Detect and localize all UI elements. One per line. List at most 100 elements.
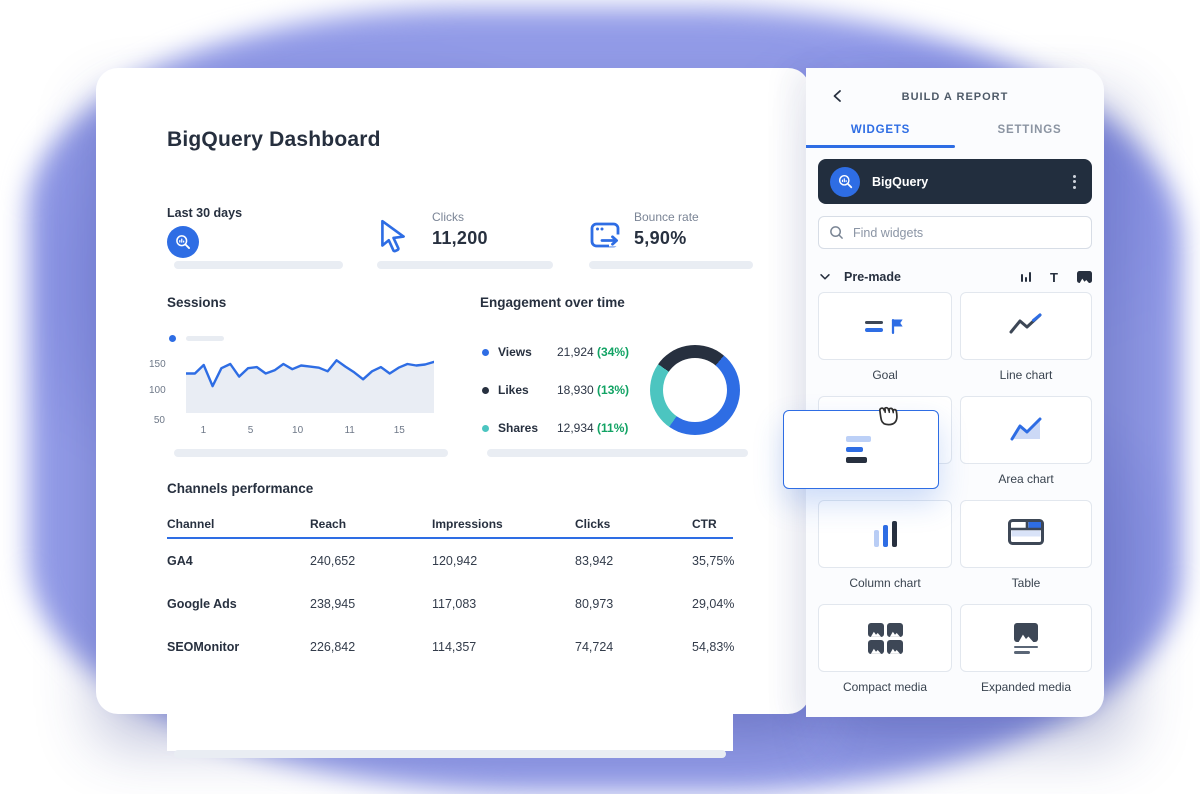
table-header-row: Channel Reach Impressions Clicks CTR: [167, 511, 733, 539]
cursor-icon: [376, 218, 410, 259]
widget-label: Compact media: [842, 680, 928, 694]
legend-dot: [482, 424, 489, 432]
channels-title: Channels performance: [167, 481, 314, 496]
legend-name: Shares: [482, 421, 557, 435]
legend-dot: [169, 335, 176, 342]
x-tick: 15: [393, 425, 405, 436]
table-icon: [1007, 517, 1045, 552]
table-row: Google Ads 238,945 117,083 80,973 29,04%: [167, 582, 735, 625]
table-cell: 120,942: [432, 553, 478, 568]
expanded-media-icon: [1014, 622, 1038, 654]
bigquery-icon: [830, 166, 860, 197]
table-cell: 54,83%: [692, 639, 735, 654]
tab-widgets[interactable]: WIDGETS: [806, 120, 955, 148]
text-widgets-icon[interactable]: T: [1050, 269, 1058, 285]
table-cell: 80,973: [575, 596, 614, 611]
widget-label: Table: [1011, 576, 1041, 590]
sessions-title: Sessions: [167, 295, 227, 310]
media-widgets-icon[interactable]: [1077, 271, 1092, 283]
stat-label: Last 30 days: [167, 206, 243, 220]
widget-card-compact-media[interactable]: [818, 604, 952, 672]
legend-value: 18,930 (13%): [557, 383, 630, 397]
bounce-icon: [588, 218, 624, 257]
x-tick: 11: [344, 425, 355, 436]
table-cell: 35,75%: [692, 553, 735, 568]
table-cell: 83,942: [575, 553, 614, 568]
widget-cell-compact-media: Compact media: [818, 604, 952, 694]
line-chart-icon: [1006, 310, 1046, 343]
bigquery-source-card[interactable]: BigQuery: [818, 159, 1092, 204]
stat-value: 5,90%: [634, 228, 687, 248]
widget-label: Expanded media: [980, 680, 1072, 694]
sessions-line-chart: [184, 355, 436, 413]
widget-cell-table: Table: [960, 500, 1092, 590]
legend-dot: [482, 386, 489, 394]
column-chart-icon: [873, 521, 897, 547]
widget-grid: Goal Line chart Area chart Column chart T…: [818, 292, 1092, 694]
stat-label: Clicks: [432, 210, 464, 224]
widget-label: Line chart: [999, 368, 1053, 382]
widget-cell-area-chart: Area chart: [960, 396, 1092, 486]
widget-cell-expanded-media: Expanded media: [960, 604, 1092, 694]
widget-card-column-chart[interactable]: [818, 500, 952, 568]
x-axis: 1 5 10 11 15: [186, 425, 434, 437]
table-cell: 226,842: [310, 639, 356, 654]
widget-card-goal[interactable]: [818, 292, 952, 360]
widget-card-area-chart[interactable]: [960, 396, 1092, 464]
panel-tabs: WIDGETS SETTINGS: [806, 120, 1104, 148]
legend-value: 21,924 (34%): [557, 345, 630, 359]
column-header: Channel: [167, 517, 215, 531]
tab-settings[interactable]: SETTINGS: [997, 124, 1062, 136]
widget-card-line-chart[interactable]: [960, 292, 1092, 360]
legend-pill: [186, 336, 224, 341]
widget-label: Area chart: [998, 472, 1054, 486]
goal-icon: [865, 318, 905, 335]
table-cell: 238,945: [310, 596, 356, 611]
back-button[interactable]: [830, 88, 848, 106]
table-row: SEOMonitor 226,842 114,357 74,724 54,83%: [167, 625, 735, 668]
legend-row-views: Views 21,924 (34%): [482, 341, 632, 363]
dragged-widget-card[interactable]: [783, 410, 939, 489]
column-header: Impressions: [432, 517, 503, 531]
legend-row-shares: Shares 12,934 (11%): [482, 417, 632, 439]
bar-chart-icon: [846, 436, 871, 463]
stat-card-clicks: Clicks 11,200: [370, 200, 560, 269]
table-cell: GA4: [167, 553, 193, 568]
chart-widgets-icon[interactable]: [1020, 272, 1032, 282]
bigquery-icon: [167, 226, 199, 258]
widget-label: Goal: [872, 368, 898, 382]
legend-name: Likes: [482, 383, 557, 397]
table-cell: 29,04%: [692, 596, 735, 611]
widget-card-table[interactable]: [960, 500, 1092, 568]
legend-name: Views: [482, 345, 557, 359]
table-cell: 117,083: [432, 596, 477, 611]
legend-dot: [482, 348, 489, 356]
kebab-menu-icon[interactable]: [1069, 171, 1080, 193]
stat-value: 11,200: [432, 228, 488, 248]
widget-search: [818, 216, 1092, 249]
dashboard-canvas: BigQuery Dashboard Last 30 days Clicks: [96, 68, 810, 758]
premade-label[interactable]: Pre-made: [844, 270, 901, 284]
grabbing-hand-cursor: [872, 396, 906, 433]
chevron-down-icon[interactable]: [818, 270, 832, 284]
stat-label: Bounce rate: [634, 210, 699, 224]
channels-table: Channel Reach Impressions Clicks CTR GA4 240,6…: [167, 511, 735, 758]
engagement-legend: Views 21,924 (34%) Likes 18,930 (13%) Shares…: [482, 341, 632, 455]
search-input[interactable]: [853, 225, 1053, 240]
chevron-left-icon: [833, 90, 841, 102]
table-cell: 114,357: [432, 639, 477, 654]
stat-card-last-30-days: Last 30 days: [167, 200, 350, 269]
build-report-panel: BUILD A REPORT WIDGETS SETTINGS BigQuery: [806, 68, 1104, 717]
table-cell: Google Ads: [167, 596, 237, 611]
table-cell: 74,724: [575, 639, 614, 654]
widget-card-expanded-media[interactable]: [960, 604, 1092, 672]
y-axis: 150 100 50: [149, 355, 177, 426]
search-icon: [830, 226, 843, 239]
y-tick: 50: [153, 415, 165, 426]
column-header: Clicks: [575, 517, 611, 531]
table-cell: 240,652: [310, 553, 356, 568]
area-chart-icon: [1007, 413, 1045, 448]
widget-cell-column-chart: Column chart: [818, 500, 952, 590]
sessions-legend: [169, 335, 224, 342]
widget-cell-goal: Goal: [818, 292, 952, 382]
